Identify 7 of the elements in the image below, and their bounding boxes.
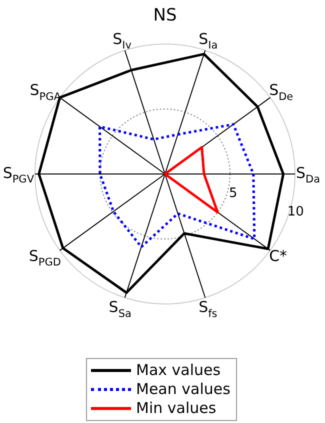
- legend-label: Min values: [136, 399, 216, 418]
- legend-label: Mean values: [136, 380, 230, 399]
- spoke-label: C*: [269, 246, 288, 265]
- chart-title: NS: [153, 6, 177, 26]
- y-tick-label: 5: [229, 186, 238, 202]
- y-tick-label: 10: [287, 204, 304, 220]
- legend-label: Max values: [136, 361, 221, 380]
